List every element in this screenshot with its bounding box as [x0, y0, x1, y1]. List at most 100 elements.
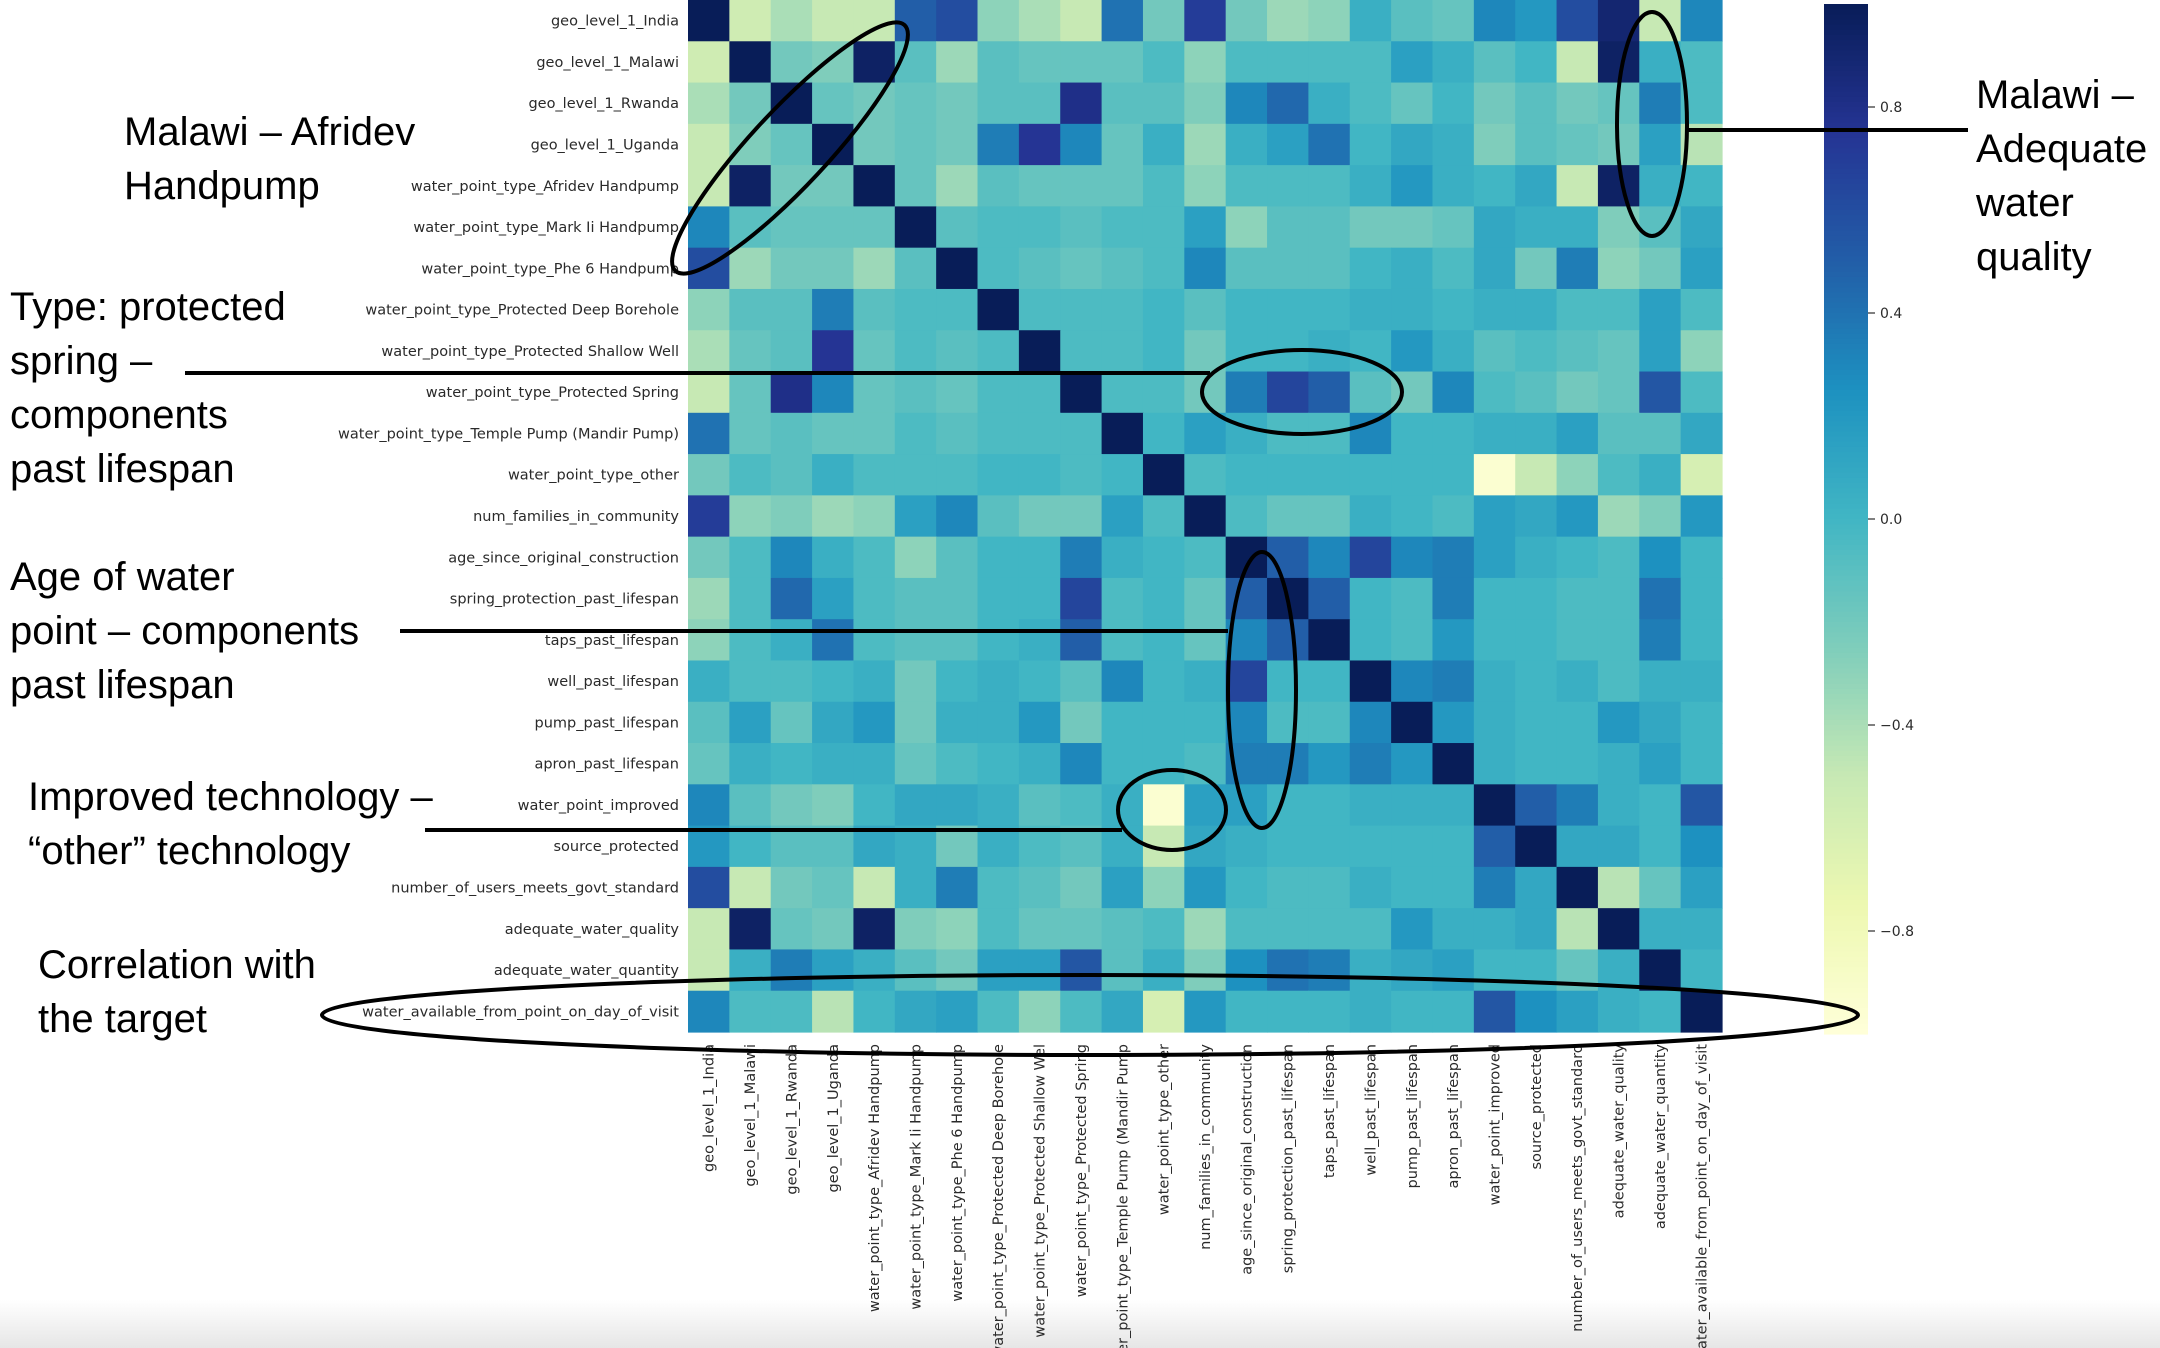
heatmap-cell [1515, 412, 1558, 455]
heatmap-cell [853, 784, 896, 827]
heatmap-cell [1184, 165, 1227, 207]
colorbar-step [1824, 225, 1868, 232]
colorbar-step [1824, 982, 1868, 989]
heatmap-cell [1308, 743, 1351, 785]
annotation-text: the target [38, 997, 207, 1041]
heatmap-cell [1597, 536, 1640, 579]
heatmap-cell [688, 41, 730, 84]
colorbar-step [1824, 400, 1868, 407]
heatmap-cell [1060, 412, 1103, 455]
heatmap-cell [1349, 577, 1392, 620]
heatmap-cell [894, 82, 937, 125]
colorbar-step [1824, 292, 1868, 299]
heatmap-cell [1349, 866, 1392, 909]
heatmap-cell [688, 825, 730, 868]
heatmap-cell [1225, 371, 1268, 414]
heatmap-cell [1391, 990, 1434, 1033]
heatmap-cell [1142, 577, 1185, 620]
heatmap-cell [1018, 701, 1061, 744]
heatmap-cell [1184, 701, 1227, 744]
heatmap-cell [1597, 577, 1640, 620]
heatmap-cell [770, 701, 813, 744]
colorbar-step [1824, 498, 1868, 505]
heatmap-cell [688, 784, 730, 827]
heatmap-cell [1308, 536, 1351, 579]
heatmap-cell [1432, 660, 1475, 703]
x-tick-label: water_point_type_Protected Spring [1074, 1044, 1090, 1297]
heatmap-cell [688, 949, 730, 992]
heatmap-cell [1680, 495, 1723, 538]
heatmap-cell [1391, 949, 1434, 992]
heatmap-cell [1597, 454, 1640, 496]
heatmap-cell [1308, 165, 1351, 207]
heatmap-cell [1597, 206, 1640, 249]
heatmap-cell [770, 123, 813, 166]
heatmap-cell [1142, 206, 1185, 249]
heatmap-cell [1101, 247, 1144, 290]
heatmap-cell [1267, 82, 1309, 125]
heatmap-cell [1432, 123, 1475, 166]
heatmap-cell [688, 619, 730, 662]
heatmap-cell [1018, 288, 1061, 331]
heatmap-cell [1225, 247, 1268, 290]
ellipse-improved-other [1116, 768, 1228, 852]
annotation-text: Malawi – Afridev [124, 110, 415, 154]
y-tick-label: geo_level_1_Rwanda [528, 96, 679, 112]
colorbar-step [1824, 627, 1868, 633]
heatmap-cell [1473, 288, 1516, 331]
heatmap-cell [894, 288, 937, 331]
annotation-text: Handpump [124, 164, 320, 208]
heatmap-cell [1349, 743, 1392, 785]
heatmap-cell [812, 784, 855, 827]
heatmap-cell [1515, 660, 1558, 703]
heatmap-cell [1597, 619, 1640, 662]
heatmap-cell [936, 454, 979, 496]
y-tick-label: age_since_original_construction [448, 550, 679, 566]
heatmap-cell [1432, 866, 1475, 909]
heatmap-cell [1432, 577, 1475, 620]
heatmap-cell [1639, 743, 1682, 785]
x-tick-label: well_past_lifespan [1363, 1044, 1379, 1176]
colorbar-step [1824, 107, 1868, 113]
colorbar-tick-label: −0.8 [1880, 924, 1914, 940]
annotation-text: Age of water [10, 555, 235, 599]
heatmap-cell [1473, 165, 1516, 207]
heatmap-cell [1597, 247, 1640, 290]
heatmap-cell [1597, 784, 1640, 827]
colorbar-step [1824, 910, 1868, 917]
heatmap-cell [1308, 454, 1351, 496]
heatmap-cell [1391, 784, 1434, 827]
heatmap-cell [1473, 206, 1516, 249]
heatmap-cell [1184, 330, 1227, 373]
heatmap-cell [1639, 536, 1682, 579]
heatmap-cell [894, 206, 937, 249]
colorbar-step [1824, 647, 1868, 654]
colorbar-step [1824, 951, 1868, 958]
heatmap-cell [1515, 577, 1558, 620]
heatmap-cell [688, 206, 730, 249]
colorbar-step [1824, 524, 1868, 530]
colorbar-step [1824, 34, 1868, 41]
heatmap-cell [1515, 247, 1558, 290]
annotation-target-correlation: Correlation with the target [38, 943, 316, 1041]
heatmap-cell [936, 247, 979, 290]
heatmap-cell [1639, 495, 1682, 538]
y-tick-label: water_point_type_other [508, 468, 679, 484]
heatmap-cell [1597, 701, 1640, 744]
colorbar-step [1824, 972, 1868, 978]
heatmap-cell [729, 454, 772, 496]
heatmap-cell [1018, 247, 1061, 290]
heatmap-cell [1391, 701, 1434, 744]
heatmap-cell [1391, 536, 1434, 579]
heatmap-cell [977, 619, 1020, 662]
x-tick-label: geo_level_1_India [702, 1044, 718, 1172]
heatmap-cell [688, 247, 730, 290]
heatmap-cell [1515, 206, 1558, 249]
heatmap-cell [1184, 0, 1227, 42]
heatmap-cell [1473, 371, 1516, 414]
heatmap-cell [1101, 949, 1144, 992]
colorbar-step [1824, 915, 1868, 922]
heatmap-cell [1680, 412, 1723, 455]
heatmap-cell [688, 536, 730, 579]
colorbar-step [1824, 364, 1868, 371]
